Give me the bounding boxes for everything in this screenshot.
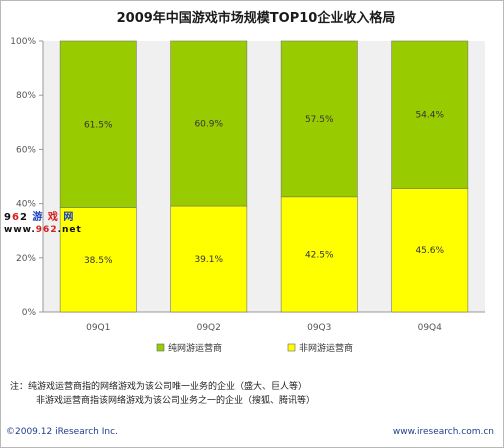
- x-category-label: 09Q1: [86, 323, 110, 333]
- legend-swatch: [287, 343, 296, 352]
- legend-swatch: [156, 343, 165, 352]
- category-label-group: 09Q1 09Q2 09Q3 09Q4: [86, 323, 442, 333]
- note-line-1: 注：纯游戏运营商指的网络游戏为该公司唯一业务的企业（盛大、巨人等）: [10, 382, 308, 392]
- watermark-url-part: 962: [35, 225, 58, 235]
- legend-label: 非网游运营商: [299, 342, 353, 354]
- watermark-962: 962 游 戏 网 www.962.net: [4, 208, 114, 242]
- data-label-group: 38.5% 61.5% 39.1% 60.9% 42.5% 57.5% 45.6% 54.4%: [84, 111, 445, 266]
- y-tick-label: 20%: [16, 254, 36, 264]
- watermark-char: 9: [4, 212, 12, 223]
- x-category-label: 09Q2: [197, 323, 221, 333]
- y-tick-group: 0% 20% 40% 60% 80% 100%: [10, 37, 43, 318]
- bar-data-label: 38.5%: [84, 256, 113, 266]
- legend: 纯网游运营商 非网游运营商: [156, 342, 353, 354]
- chart-title: 2009年中国游戏市场规模TOP10企业收入格局: [117, 10, 396, 26]
- bar-segment-pure-game-operator: [170, 40, 248, 207]
- chart-notes: 注：纯游戏运营商指的网络游戏为该公司唯一业务的企业（盛大、巨人等） 非游戏运营商…: [10, 380, 490, 408]
- watermark-url-part: .net: [57, 225, 82, 235]
- y-tick-label: 40%: [16, 200, 36, 210]
- watermark-char: 戏: [43, 212, 59, 223]
- bar-data-label: 57.5%: [305, 115, 334, 125]
- bar-data-label: 61.5%: [84, 120, 113, 130]
- watermark-char: 游: [27, 212, 44, 223]
- y-tick-label: 60%: [16, 145, 36, 155]
- watermark-url-part: www.: [4, 225, 36, 235]
- y-tick-label: 0%: [22, 308, 37, 318]
- copyright-text: ©2009.12 iResearch Inc.: [6, 427, 118, 437]
- bar-segment-non-game-operator: [280, 196, 358, 313]
- watermark-char: 6: [11, 212, 20, 223]
- watermark-char: 2: [19, 212, 28, 223]
- bar-data-label: 54.4%: [415, 111, 444, 121]
- watermark-char: 网: [58, 212, 75, 223]
- bar-segment-non-game-operator: [170, 205, 248, 313]
- y-tick-label: 100%: [10, 37, 36, 47]
- bar-segment-pure-game-operator: [280, 40, 358, 198]
- bar-data-label: 42.5%: [305, 250, 334, 260]
- x-category-label: 09Q3: [307, 323, 331, 333]
- bar-group: [59, 40, 469, 313]
- note-line-2: 非游戏运营商指该网络游戏为该公司业务之一的企业（搜狐、腾讯等）: [36, 396, 316, 406]
- bar-data-label: 60.9%: [194, 120, 223, 130]
- bar-segment-pure-game-operator: [391, 40, 469, 189]
- bar-data-label: 39.1%: [194, 255, 223, 265]
- bar-data-label: 45.6%: [415, 246, 444, 256]
- legend-label: 纯网游运营商: [168, 342, 222, 354]
- x-category-label: 09Q4: [418, 323, 443, 333]
- y-tick-label: 80%: [16, 91, 36, 101]
- website-text: www.iresearch.com.cn: [392, 427, 494, 437]
- bar-segment-non-game-operator: [391, 188, 469, 313]
- bar-segment-pure-game-operator: [59, 40, 137, 208]
